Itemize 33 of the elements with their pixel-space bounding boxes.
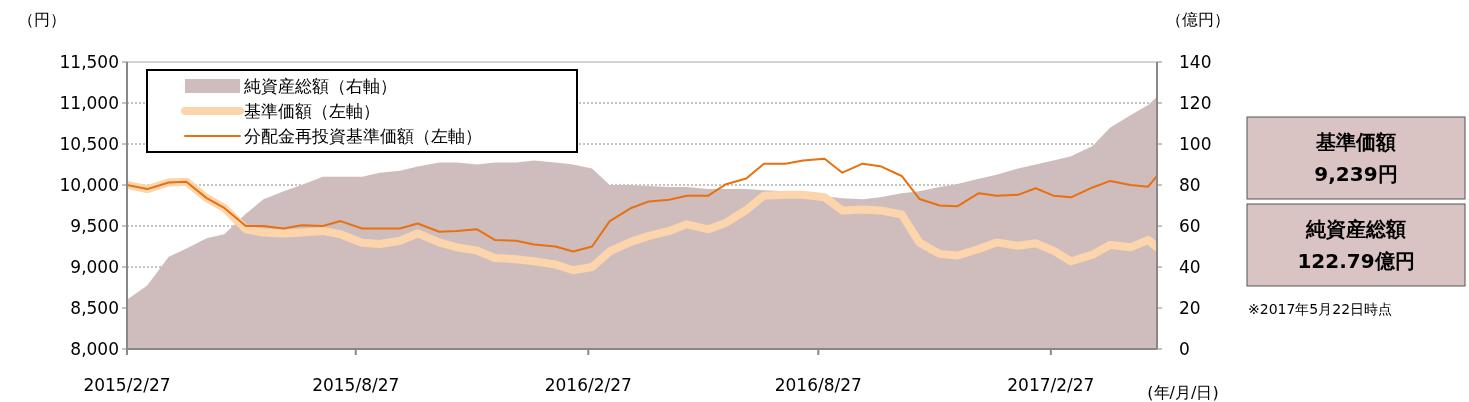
x-tick-label: 2016/2/27 [544, 375, 632, 395]
legend-label: 分配金再投資基準価額（左軸） [244, 126, 482, 146]
y-tick-label: 10,500 [59, 134, 119, 154]
line-series [127, 157, 1157, 253]
text: ※2017年5月22日時点 [1248, 301, 1393, 317]
y2-tick-label: 20 [1179, 298, 1201, 318]
y2-tick-label: 0 [1179, 339, 1190, 359]
y2-tick-label: 100 [1179, 134, 1212, 154]
text: 122.79億円 [1297, 249, 1415, 273]
y2-tick-label: 140 [1179, 52, 1212, 72]
y2-tick-label: 40 [1179, 257, 1201, 277]
y-tick-label: 10,000 [59, 175, 119, 195]
legend-label: 純資産総額（右軸） [244, 76, 397, 96]
y-tick-label: 8,000 [70, 339, 119, 359]
x-tick-label: 2017/2/27 [1007, 375, 1095, 395]
y-tick-label: 8,500 [70, 298, 119, 318]
x-tick-label: 2015/2/27 [83, 375, 171, 395]
y-tick-label: 11,500 [59, 52, 119, 72]
text: 純資産総額 [1305, 217, 1406, 241]
text: 9,239円 [1314, 162, 1398, 186]
x-axis-title: (年/月/日) [1147, 383, 1219, 402]
y-tick-label: 9,000 [70, 257, 119, 277]
x-tick-label: 2016/8/27 [774, 375, 862, 395]
y2-tick-label: 60 [1179, 216, 1201, 236]
y-tick-label: 11,000 [59, 93, 119, 113]
x-tick-label: 2015/8/27 [312, 375, 400, 395]
y2-tick-label: 80 [1179, 175, 1201, 195]
legend-label: 基準価額（左軸） [244, 101, 380, 121]
y2-tick-label: 120 [1179, 93, 1212, 113]
y2-axis-title: （億円） [1166, 10, 1230, 29]
text: 基準価額 [1315, 130, 1396, 154]
y-tick-label: 9,500 [70, 216, 119, 236]
y-axis-title: （円） [18, 10, 66, 29]
